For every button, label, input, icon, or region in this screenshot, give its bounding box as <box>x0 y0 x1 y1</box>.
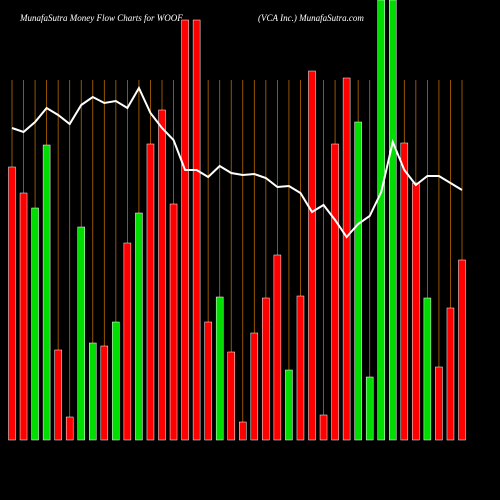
bar <box>354 121 362 441</box>
bar <box>89 342 97 441</box>
bar <box>31 207 39 441</box>
bar <box>8 166 16 441</box>
bar <box>77 226 85 441</box>
bar <box>215 296 224 441</box>
bar <box>239 421 247 441</box>
bar <box>123 242 132 441</box>
bar <box>100 345 109 441</box>
bar <box>192 19 201 441</box>
bar <box>42 144 51 441</box>
bar <box>400 142 409 441</box>
bar <box>250 332 259 441</box>
bar <box>169 203 178 441</box>
bar <box>273 254 282 441</box>
bar <box>342 77 351 441</box>
bar <box>389 0 397 441</box>
bar <box>112 321 120 441</box>
bar <box>227 351 235 441</box>
bar <box>423 297 432 441</box>
bar <box>435 366 443 441</box>
bar <box>135 212 143 441</box>
bar <box>204 321 212 441</box>
money-flow-line <box>11 85 463 239</box>
bar <box>377 0 385 441</box>
bar <box>19 192 28 441</box>
chart-subtitle: (VCA Inc.) MunafaSutra.com <box>258 13 364 23</box>
bar <box>146 143 155 441</box>
bar <box>296 295 305 441</box>
bar <box>308 70 316 441</box>
bar <box>458 259 466 441</box>
bar <box>331 143 339 441</box>
bar <box>54 349 62 441</box>
bar <box>262 297 270 441</box>
bar <box>181 19 189 441</box>
bar <box>365 376 374 441</box>
chart-title: MunafaSutra Money Flow Charts for WOOF <box>19 13 183 23</box>
bar <box>446 307 455 441</box>
bar <box>65 416 74 441</box>
bar <box>319 414 328 441</box>
bar <box>158 109 166 441</box>
bar <box>412 182 420 441</box>
bar <box>285 369 293 441</box>
